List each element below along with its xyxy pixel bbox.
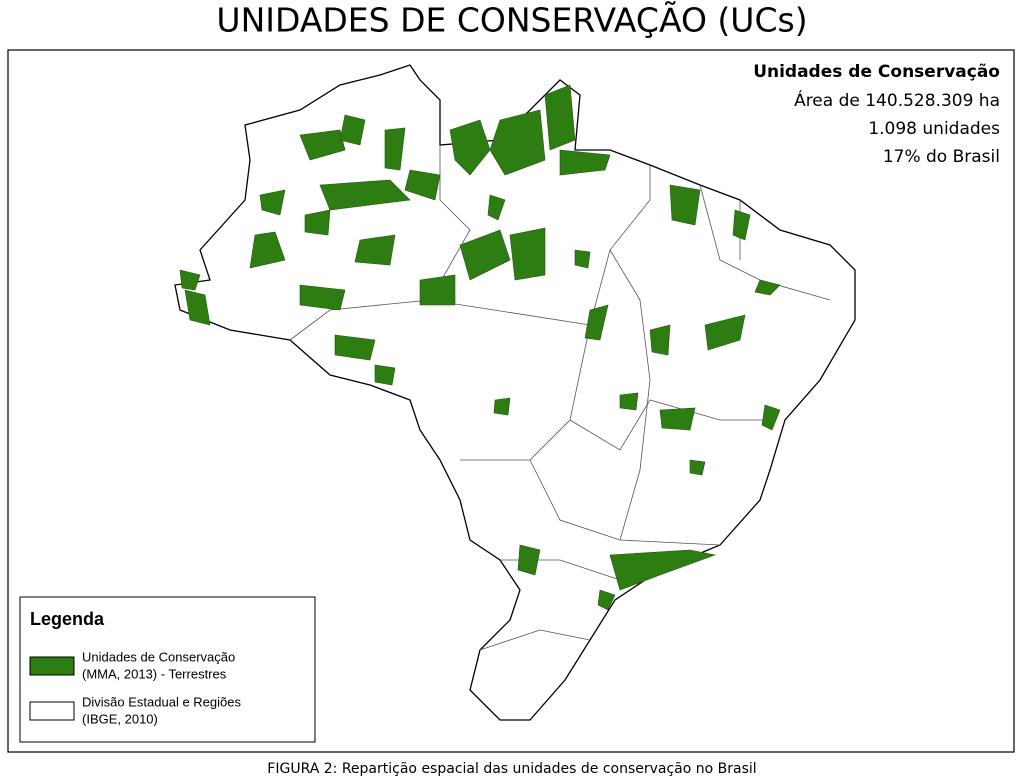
legend-swatch	[29, 701, 75, 721]
legend-swatch	[29, 656, 75, 676]
info-line: 17% do Brasil	[883, 147, 1000, 167]
legend-label: (IBGE, 2010)	[82, 711, 158, 726]
info-heading: Unidades de Conservação	[753, 62, 1000, 82]
caption: FIGURA 2: Repartição espacial das unidad…	[267, 761, 756, 777]
title: UNIDADES DE CONSERVAÇÃO (UCs)	[216, 1, 807, 40]
legend-label: Unidades de Conservação	[82, 649, 235, 664]
brazil-map	[174, 64, 856, 721]
legend-label: Divisão Estadual e Regiões	[82, 694, 241, 709]
legend-label: (MMA, 2013) - Terrestres	[82, 666, 227, 681]
info-line: 1.098 unidades	[868, 119, 1000, 139]
info-box: Unidades de Conservação Área de 140.528.…	[753, 62, 1000, 167]
conservation-units	[179, 84, 781, 611]
info-line: Área de 140.528.309 ha	[794, 89, 1000, 111]
legend: Legenda Unidades de Conservação (MMA, 20…	[19, 596, 316, 743]
legend-title: Legenda	[30, 609, 105, 629]
